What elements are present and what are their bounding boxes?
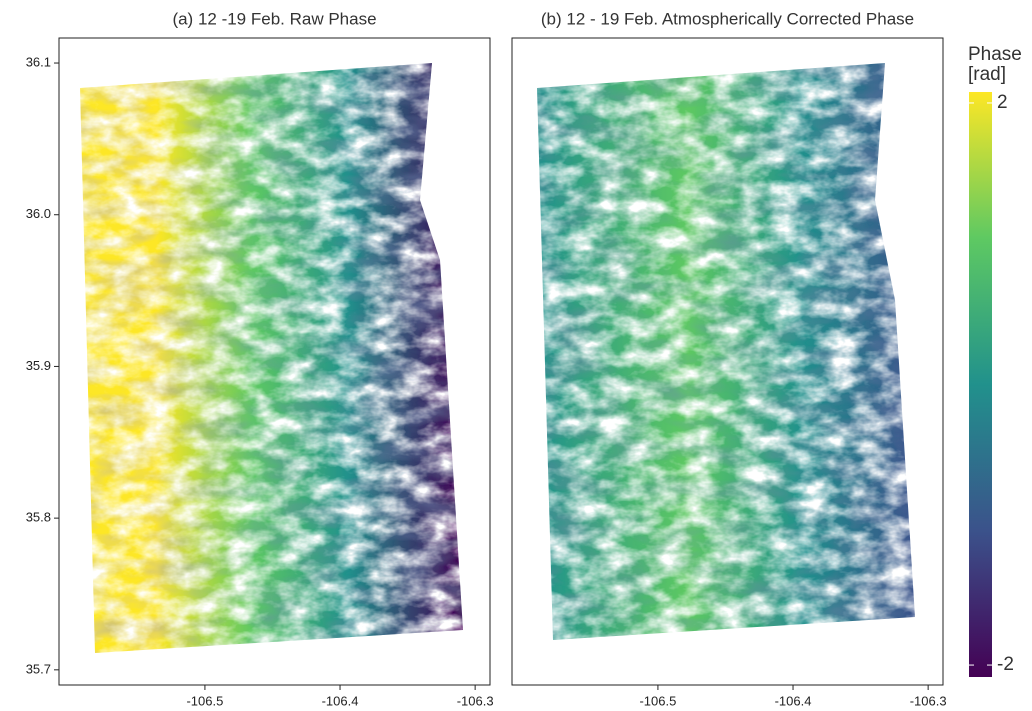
x-tick-label: -106.4 <box>322 693 359 708</box>
colorbar-title: [rad] <box>968 64 1006 85</box>
y-tick-label: 35.9 <box>26 358 51 373</box>
raster-image <box>537 63 915 640</box>
colorbar-tick-label: -2 <box>997 654 1014 675</box>
colorbar-title: Phase <box>968 44 1022 65</box>
colorbar <box>969 92 992 677</box>
x-tick-label: -106.5 <box>186 693 223 708</box>
panel-title: (b) 12 - 19 Feb. Atmospherically Correct… <box>541 9 914 28</box>
x-tick-label: -106.5 <box>639 693 676 708</box>
panel-title: (a) 12 -19 Feb. Raw Phase <box>172 9 376 28</box>
x-tick-label: -106.4 <box>775 693 812 708</box>
y-tick-label: 35.7 <box>26 661 51 676</box>
x-tick-label: -106.3 <box>457 693 494 708</box>
x-tick-label: -106.3 <box>910 693 947 708</box>
raster-image <box>80 63 463 653</box>
y-tick-label: 36.1 <box>26 54 51 69</box>
y-tick-label: 36.0 <box>26 206 51 221</box>
colorbar-tick-label: 2 <box>997 92 1008 113</box>
page: (a) 12 -19 Feb. Raw Phase -106.5 -106.4 -10… <box>0 0 1032 711</box>
y-tick-label: 35.8 <box>26 510 51 525</box>
figure: (a) 12 -19 Feb. Raw Phase -106.5 -106.4 -10… <box>0 0 1032 711</box>
